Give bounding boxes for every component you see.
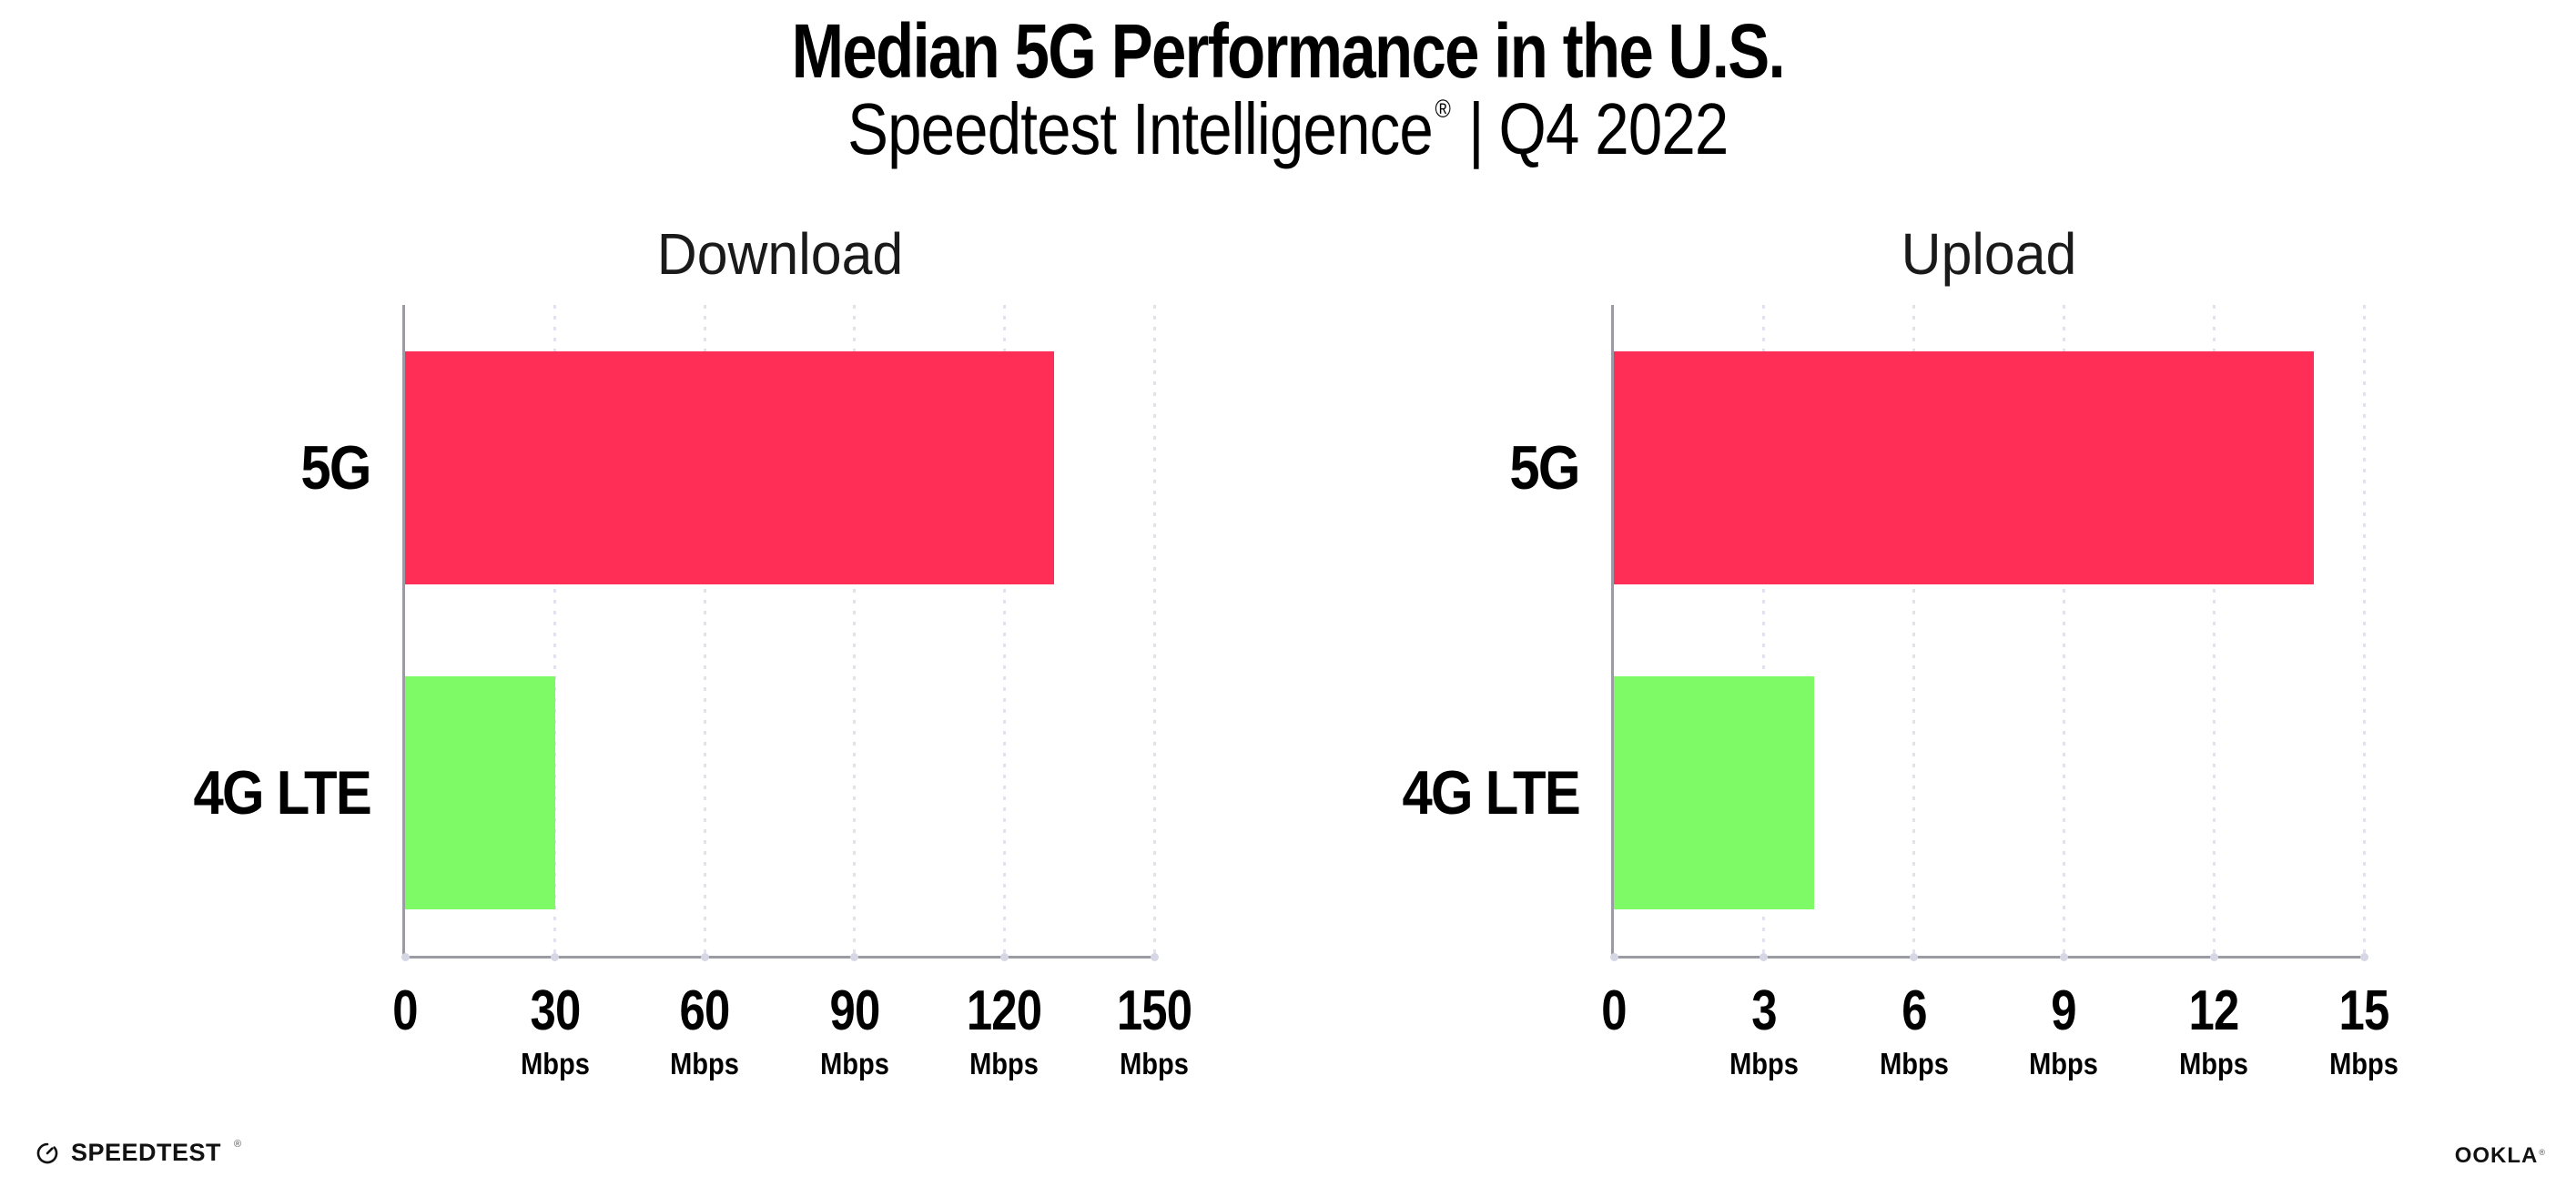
category-label-4g-lte: 4G LTE <box>1402 758 1581 828</box>
tick-dot-0 <box>1609 953 1618 961</box>
x-tick-value: 12 <box>2188 979 2240 1042</box>
page-title-text: Median 5G Performance in the U.S. <box>791 8 1786 94</box>
x-tick-value: 30 <box>530 979 581 1042</box>
bar-4g-lte <box>405 676 555 910</box>
x-tick-unit: Mbps <box>1879 1047 1949 1080</box>
x-tick-value: 6 <box>1901 979 1927 1042</box>
tick-dot-120 <box>999 953 1009 961</box>
x-tick-value: 3 <box>1751 979 1777 1042</box>
page-subtitle: Speedtest Intelligence® | Q4 2022 <box>0 87 2576 171</box>
subtitle-brand: Speedtest Intelligence <box>847 88 1434 169</box>
x-tick-label-0: 0 <box>390 983 420 1040</box>
upload-chart-plot-area: Upload 0 3 Mbps 6 Mbps 9 Mbps 12 Mbps 15 Mbps 5G 4G … <box>1403 225 2399 1079</box>
x-tick-label-150: 150 Mbps <box>1109 979 1200 1080</box>
x-tick-value: 120 <box>967 979 1042 1042</box>
page-title: Median 5G Performance in the U.S. <box>0 13 2576 89</box>
x-tick-label-30: 30 Mbps <box>516 979 594 1080</box>
bar-5g <box>405 350 1055 584</box>
x-tick-unit: Mbps <box>2029 1047 2099 1080</box>
x-tick-unit: Mbps <box>969 1047 1040 1080</box>
tick-dot-6 <box>1910 953 1919 961</box>
category-label-5g: 5G <box>1509 432 1581 502</box>
speedtest-gauge-icon <box>36 1142 58 1164</box>
bar-4g-lte <box>1614 676 1814 910</box>
subtitle-period: Q4 2022 <box>1498 88 1729 169</box>
tick-dot-0 <box>401 953 410 961</box>
x-tick-unit: Mbps <box>520 1047 590 1080</box>
gridline-9 <box>2062 305 2065 956</box>
x-tick-unit: Mbps <box>670 1047 740 1080</box>
x-tick-label-0: 0 <box>1598 983 1628 1040</box>
gridline-3 <box>1762 305 1766 956</box>
tick-dot-9 <box>2059 953 2068 961</box>
ookla-logo: OOKLA® <box>2455 1145 2545 1167</box>
x-tick-label-12: 12 Mbps <box>2175 979 2253 1080</box>
download-chart-title: Download <box>656 221 903 287</box>
tick-dot-3 <box>1760 953 1769 961</box>
gridline-6 <box>1912 305 1916 956</box>
subtitle-separator: | <box>1468 88 1484 169</box>
x-tick-label-15: 15 Mbps <box>2325 979 2403 1080</box>
gridline-15 <box>2362 305 2366 956</box>
ookla-wordmark: OOKLA <box>2454 1143 2539 1168</box>
speedtest-logo: SPEEDTEST ® <box>35 1138 242 1166</box>
x-tick-unit: Mbps <box>2179 1047 2249 1080</box>
x-tick-value: 150 <box>1116 979 1192 1042</box>
x-tick-unit: Mbps <box>1729 1047 1799 1080</box>
x-tick-label-6: 6 Mbps <box>1875 979 1953 1080</box>
x-tick-value: 60 <box>679 979 731 1042</box>
tick-dot-30 <box>551 953 560 961</box>
x-tick-value: 90 <box>829 979 880 1042</box>
x-tick-value: 0 <box>392 979 418 1042</box>
x-tick-label-3: 3 Mbps <box>1725 979 1803 1080</box>
gridline-90 <box>853 305 857 956</box>
x-tick-value: 0 <box>1601 979 1627 1042</box>
tick-dot-150 <box>1150 953 1159 961</box>
tick-dot-12 <box>2209 953 2218 961</box>
gridline-60 <box>703 305 706 956</box>
gridline-30 <box>553 305 557 956</box>
bar-5g <box>1614 350 2315 584</box>
x-tick-value: 15 <box>2338 979 2390 1042</box>
ookla-registered-mark: ® <box>2539 1148 2545 1157</box>
category-label-4g-lte: 4G LTE <box>193 758 372 828</box>
page-subtitle-text: Speedtest Intelligence® | Q4 2022 <box>847 87 1729 171</box>
category-label-5g: 5G <box>300 432 372 502</box>
x-tick-unit: Mbps <box>2329 1047 2399 1080</box>
x-tick-unit: Mbps <box>1120 1047 1189 1080</box>
registered-mark: ® <box>1435 95 1451 123</box>
gridline-12 <box>2212 305 2216 956</box>
gridline-120 <box>1002 305 1006 956</box>
upload-chart-title: Upload <box>1901 221 2077 287</box>
x-tick-unit: Mbps <box>819 1047 889 1080</box>
tick-dot-15 <box>2359 953 2368 961</box>
x-tick-value: 9 <box>2051 979 2077 1042</box>
download-chart-plot-area: Download 0 30 Mbps 60 Mbps 90 Mbps 120 Mbps 150 Mb… <box>194 225 1192 1079</box>
speedtest-registered-mark: ® <box>234 1139 242 1150</box>
x-tick-label-90: 90 Mbps <box>816 979 894 1080</box>
tick-dot-60 <box>700 953 709 961</box>
speedtest-wordmark: SPEEDTEST <box>71 1138 222 1166</box>
tick-dot-90 <box>850 953 859 961</box>
x-tick-label-120: 120 Mbps <box>958 979 1050 1080</box>
x-tick-label-9: 9 Mbps <box>2024 979 2103 1080</box>
gridline-150 <box>1152 305 1156 956</box>
x-tick-label-60: 60 Mbps <box>665 979 744 1080</box>
